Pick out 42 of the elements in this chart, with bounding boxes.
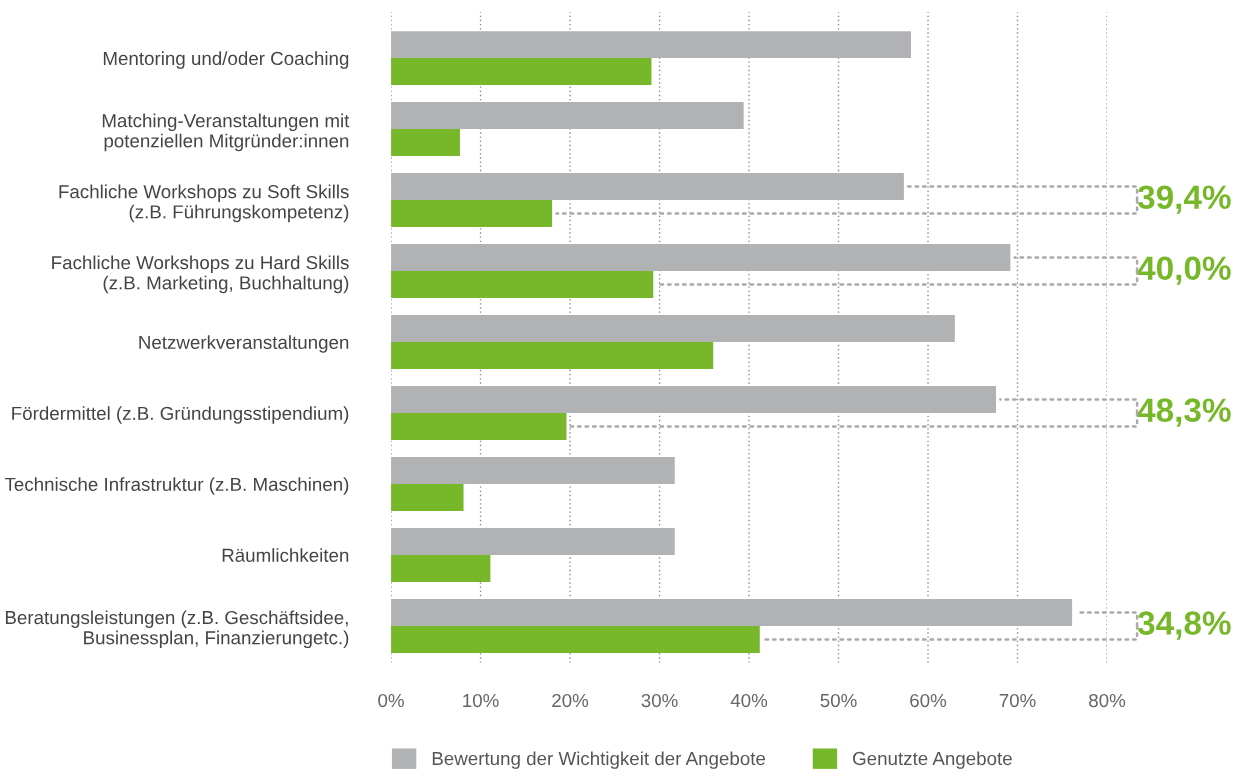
legend-label: Genutzte Angebote [853, 751, 1012, 769]
legend-label: Bewertung der Wichtigkeit der Angebote [432, 751, 766, 769]
x-tick-label: 40% [730, 693, 768, 708]
y-tick-label: Fördermittel (z.B. Gründungsstipendium) [12, 406, 349, 424]
bar [391, 598, 1073, 626]
y-tick-label: Beratungsleistungen (z.B. Geschäftsidee, Businessplan, Finanzierungetc.) [5, 610, 349, 649]
x-tick-label: 10% [463, 693, 499, 708]
bar [391, 58, 652, 86]
x-tick-label: 70% [999, 693, 1036, 708]
bar [391, 129, 460, 157]
bar [391, 31, 912, 59]
x-tick-label: 20% [552, 693, 589, 708]
y-tick-label: Matching-Veranstaltungen mit potenziellen Mitgründer:innen [102, 113, 350, 152]
bar [391, 457, 675, 484]
x-tick-label: 50% [820, 693, 857, 708]
bar [391, 102, 744, 130]
text: 48,3% [1137, 398, 1231, 427]
x-tick-label: 60% [910, 693, 947, 708]
text: 39,4% [1137, 185, 1231, 214]
bar [391, 173, 904, 201]
x-tick-label: 80% [1089, 693, 1126, 708]
bar [391, 244, 1011, 272]
bar [391, 315, 955, 343]
y-tick-label: Räumlichkeiten [222, 548, 349, 562]
text: 40,0% [1137, 256, 1231, 285]
y-tick-label: Fachliche Workshops zu Soft Skills (z.B. Führungskompetenz) [59, 184, 349, 223]
bar [391, 342, 714, 369]
bar [391, 554, 491, 582]
bar [391, 625, 760, 653]
bar [391, 386, 997, 414]
bar [391, 271, 654, 299]
x-tick-label: 30% [641, 693, 678, 708]
y-tick-label: Technische Infrastruktur (z.B. Maschinen) [4, 477, 349, 495]
y-tick-label: Mentoring und/oder Coaching [103, 51, 349, 69]
bar [391, 413, 567, 440]
text: 34,8% [1137, 611, 1231, 640]
bar [391, 200, 553, 228]
x-tick-label: 0% [378, 693, 404, 708]
bar [391, 483, 464, 511]
bar [391, 528, 675, 555]
y-tick-label: Netzwerkveranstaltungen [139, 335, 349, 353]
y-tick-label: Fachliche Workshops zu Hard Skills (z.B. Marketing, Buchhaltung) [52, 255, 349, 294]
